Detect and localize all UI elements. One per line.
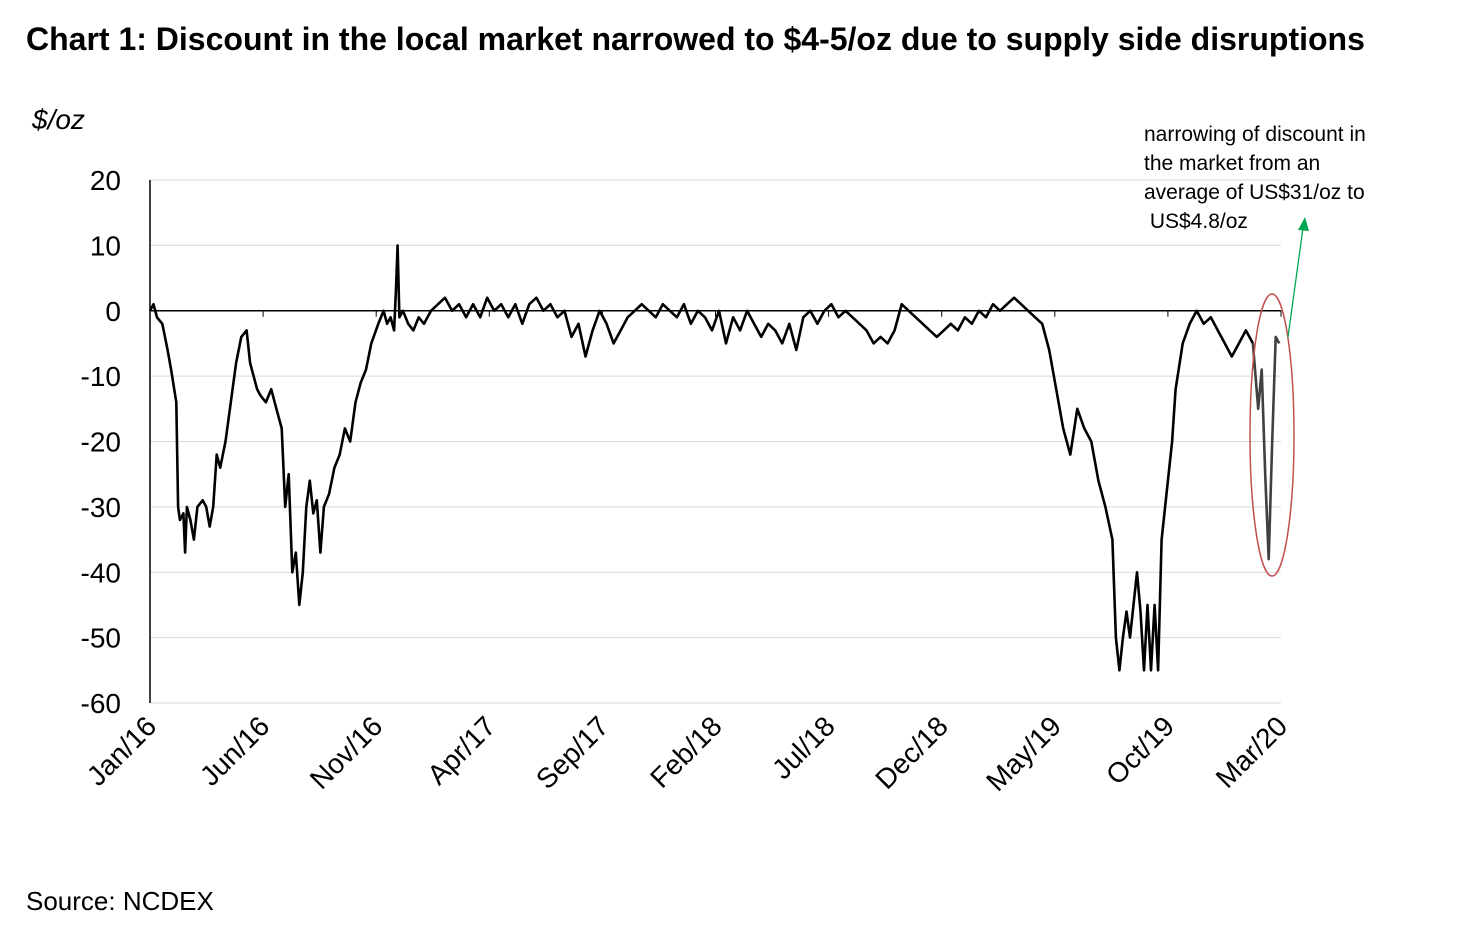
y-tick-label: 10 xyxy=(90,230,121,261)
annotation-arrow-head xyxy=(1298,217,1309,231)
source-note: Source: NCDEX xyxy=(26,886,214,916)
chart-title: Chart 1: Discount in the local market na… xyxy=(26,21,1365,57)
y-tick-label: -30 xyxy=(81,492,121,523)
x-tick-label: Jun/16 xyxy=(194,710,275,791)
y-tick-label: -10 xyxy=(81,361,121,392)
x-tick-label: May/19 xyxy=(980,710,1067,797)
series-line-recent xyxy=(1251,335,1281,561)
series-line-discount xyxy=(148,244,1255,672)
y-tick-label: 0 xyxy=(105,296,121,327)
x-tick-label: Mar/20 xyxy=(1210,710,1294,794)
x-tick-label: Oct/19 xyxy=(1100,710,1180,790)
x-tick-label: Feb/18 xyxy=(644,710,728,794)
axes xyxy=(149,180,1282,703)
y-tick-label: -60 xyxy=(81,688,121,719)
chart-annotation: narrowing of discount in the market from… xyxy=(1144,123,1366,233)
y-tick-label: -20 xyxy=(81,427,121,458)
highlight-ellipse xyxy=(1249,293,1295,577)
x-tick-label: Apr/17 xyxy=(421,710,501,790)
y-axis-unit-label: $/oz xyxy=(32,104,85,135)
gridlines xyxy=(150,179,1281,704)
y-tick-label: -40 xyxy=(81,557,121,588)
annotation-marks xyxy=(1249,217,1309,577)
x-tick-label: Sep/17 xyxy=(530,710,615,795)
y-tick-label: 20 xyxy=(90,165,121,196)
series-lines xyxy=(148,244,1281,672)
x-tick-label: Nov/16 xyxy=(304,710,389,795)
annotation-arrow-line xyxy=(1287,227,1304,338)
y-tick-label: -50 xyxy=(81,623,121,654)
x-tick-label: Dec/18 xyxy=(869,710,954,795)
x-tick-label: Jan/16 xyxy=(81,710,162,791)
x-tick-label: Jul/18 xyxy=(766,710,841,785)
